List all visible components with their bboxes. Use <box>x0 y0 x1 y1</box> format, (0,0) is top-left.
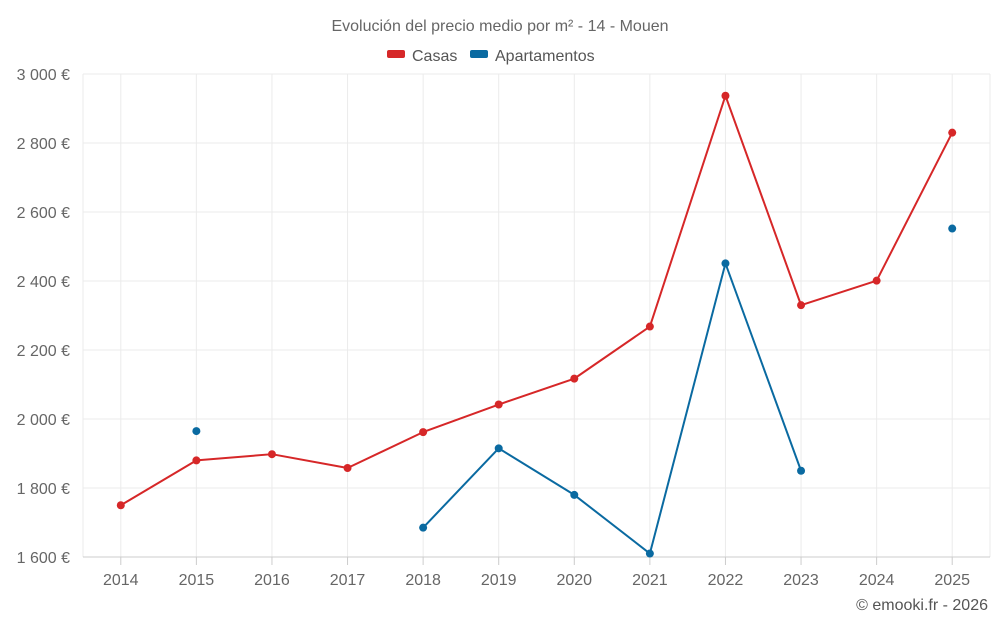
data-point-apartamentos-2021[interactable] <box>645 549 654 558</box>
data-point-apartamentos-2022[interactable] <box>721 259 730 268</box>
series-casas <box>116 91 957 510</box>
legend-label-apartamentos: Apartamentos <box>495 48 595 65</box>
data-point-casas-2019[interactable] <box>494 400 503 409</box>
x-tick-label: 2024 <box>859 572 895 589</box>
data-point-apartamentos-2018[interactable] <box>419 523 428 532</box>
data-point-casas-2014[interactable] <box>116 501 125 510</box>
data-point-apartamentos-2019[interactable] <box>494 444 503 453</box>
x-tick-label: 2018 <box>405 572 441 589</box>
x-axis: 2014 2015 2016 2017 2018 2019 2020 2021 2022 2023… <box>83 556 990 589</box>
data-point-casas-2022[interactable] <box>721 91 730 100</box>
y-tick-label: 2 000 € <box>17 412 70 429</box>
data-point-casas-2020[interactable] <box>570 374 579 383</box>
chart-title: Evolución del precio medio por m² - 14 -… <box>331 18 668 35</box>
y-tick-label: 1 600 € <box>17 550 70 567</box>
y-axis: 1 600 € 1 800 € 2 000 € 2 200 € 2 400 € 2 600… <box>17 67 70 567</box>
data-point-apartamentos-2020[interactable] <box>570 490 579 499</box>
x-tick-label: 2022 <box>708 572 744 589</box>
data-point-apartamentos-2015[interactable] <box>192 427 201 436</box>
data-point-casas-2016[interactable] <box>267 450 276 459</box>
legend: Casas Apartamentos <box>387 48 595 65</box>
data-point-casas-2015[interactable] <box>192 456 201 465</box>
data-point-casas-2018[interactable] <box>419 428 428 437</box>
legend-item-casas[interactable]: Casas <box>387 48 457 65</box>
y-tick-label: 2 600 € <box>17 205 70 222</box>
data-point-casas-2017[interactable] <box>343 463 352 472</box>
data-point-apartamentos-2025[interactable] <box>948 224 957 233</box>
x-tick-label: 2017 <box>330 572 366 589</box>
series-apartamentos <box>192 224 957 558</box>
y-tick-label: 2 800 € <box>17 136 70 153</box>
x-tick-label: 2021 <box>632 572 668 589</box>
y-tick-label: 2 200 € <box>17 343 70 360</box>
data-point-casas-2025[interactable] <box>948 128 957 137</box>
legend-swatch-casas <box>387 50 405 58</box>
grid <box>82 73 991 558</box>
legend-label-casas: Casas <box>412 48 457 65</box>
x-tick-label: 2025 <box>934 572 970 589</box>
x-tick-label: 2023 <box>783 572 819 589</box>
x-tick-label: 2014 <box>103 572 139 589</box>
data-point-casas-2024[interactable] <box>872 276 881 285</box>
y-tick-label: 1 800 € <box>17 481 70 498</box>
x-tick-label: 2020 <box>556 572 592 589</box>
legend-item-apartamentos[interactable]: Apartamentos <box>470 48 595 65</box>
series-layer <box>116 91 957 558</box>
data-point-casas-2023[interactable] <box>797 301 806 310</box>
y-tick-label: 2 400 € <box>17 274 70 291</box>
series-line-casas <box>120 94 954 507</box>
x-tick-label: 2016 <box>254 572 290 589</box>
data-point-apartamentos-2023[interactable] <box>797 466 806 475</box>
x-tick-label: 2019 <box>481 572 517 589</box>
credit-text: © emooki.fr - 2026 <box>856 597 988 614</box>
y-tick-label: 3 000 € <box>17 67 70 84</box>
legend-swatch-apartamentos <box>470 50 488 58</box>
series-line-apartamentos <box>422 262 802 555</box>
data-point-casas-2021[interactable] <box>645 322 654 331</box>
x-tick-label: 2015 <box>179 572 215 589</box>
